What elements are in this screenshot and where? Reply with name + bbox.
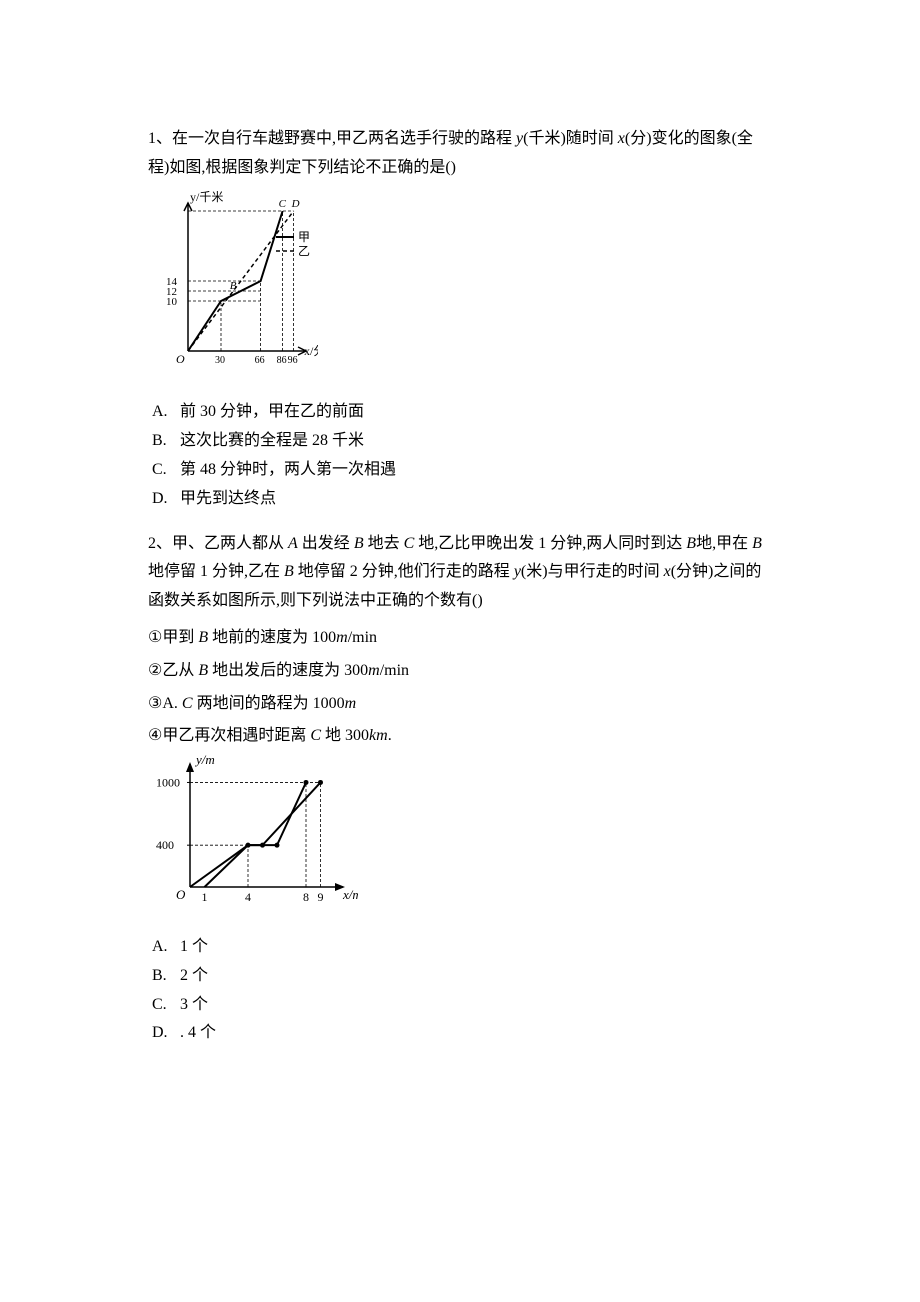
q2-option-c: C.3 个 <box>148 991 772 1020</box>
q2-option-b: B.2 个 <box>148 962 772 991</box>
svg-text:8: 8 <box>303 890 309 904</box>
q2-stmt-3: ③A. C 两地间的路程为 1000m <box>148 690 772 719</box>
svg-text:96: 96 <box>288 355 298 366</box>
q2-stmt-1: ①甲到 B 地前的速度为 100m/min <box>148 624 772 653</box>
svg-text:66: 66 <box>255 355 265 366</box>
q1-option-a: A.前 30 分钟，甲在乙的前面 <box>148 398 772 427</box>
q1-mid1: (千米)随时间 <box>523 130 618 147</box>
q2-block: 2、甲、乙两人都从 A 出发经 B 地去 C 地,乙比甲晚出发 1 分钟,两人同… <box>148 530 772 1049</box>
q2-stmt-4: ④甲乙再次相遇时距离 C 地 300km. <box>148 722 772 751</box>
svg-text:C: C <box>279 198 287 210</box>
q1-options: A.前 30 分钟，甲在乙的前面 B.这次比赛的全程是 28 千米 C.第 48… <box>148 398 772 513</box>
q2-stmt-2: ②乙从 B 地出发后的速度为 300m/min <box>148 657 772 686</box>
svg-text:4: 4 <box>245 890 251 904</box>
svg-text:x/min: x/min <box>342 887 358 902</box>
svg-text:O: O <box>176 887 186 902</box>
q2-chart: y/m x/min O 400 1000 1 4 89 <box>148 755 772 921</box>
q2-text: 2、甲、乙两人都从 A 出发经 B 地去 C 地,乙比甲晚出发 1 分钟,两人同… <box>148 530 772 616</box>
q2-option-d: D.. 4 个 <box>148 1019 772 1048</box>
svg-text:B: B <box>230 280 237 292</box>
svg-text:D: D <box>291 198 300 210</box>
svg-text:86: 86 <box>277 355 287 366</box>
svg-text:O: O <box>176 352 185 366</box>
svg-text:乙: 乙 <box>298 244 310 258</box>
q1-option-c: C.第 48 分钟时，两人第一次相遇 <box>148 456 772 485</box>
svg-text:甲: 甲 <box>298 230 310 244</box>
q1-chart: y/千米x/分O10121430668696BCD甲乙 <box>148 191 772 387</box>
svg-text:14: 14 <box>166 276 178 288</box>
svg-text:y/千米: y/千米 <box>190 191 223 204</box>
q1-pre: 1、在一次自行车越野赛中,甲乙两名选手行驶的路程 <box>148 130 516 147</box>
svg-text:400: 400 <box>156 838 174 852</box>
q1-text: 1、在一次自行车越野赛中,甲乙两名选手行驶的路程 y(千米)随时间 x(分)变化… <box>148 125 772 183</box>
q1-var-x: x <box>618 130 625 147</box>
q2-option-a: A.1 个 <box>148 933 772 962</box>
q1-option-b: B.这次比赛的全程是 28 千米 <box>148 427 772 456</box>
svg-text:x/分: x/分 <box>304 344 318 358</box>
q1-option-d: D.甲先到达终点 <box>148 485 772 514</box>
svg-text:y/m: y/m <box>194 755 215 767</box>
svg-text:30: 30 <box>215 355 225 366</box>
svg-text:1000: 1000 <box>156 776 180 790</box>
svg-text:9: 9 <box>318 890 324 904</box>
q2-options: A.1 个 B.2 个 C.3 个 D.. 4 个 <box>148 933 772 1048</box>
svg-text:1: 1 <box>202 890 208 904</box>
